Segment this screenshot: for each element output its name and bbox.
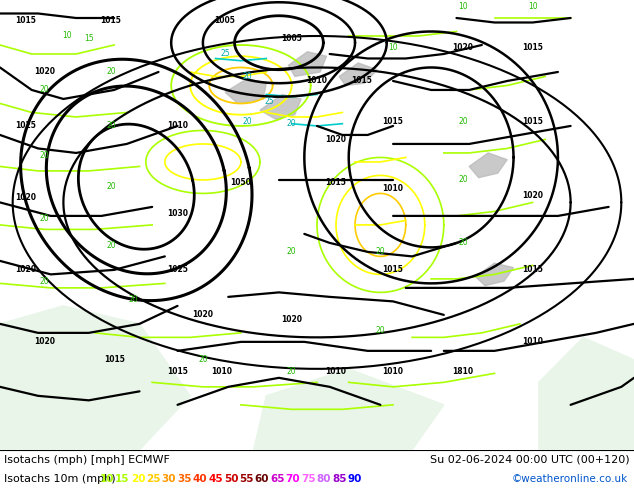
Text: 15: 15 xyxy=(84,34,94,43)
Polygon shape xyxy=(0,306,190,450)
Text: 20: 20 xyxy=(106,122,116,130)
Text: 1015: 1015 xyxy=(104,355,124,365)
Text: 20: 20 xyxy=(106,68,116,76)
Text: 1015: 1015 xyxy=(383,117,403,126)
Text: 20: 20 xyxy=(131,474,145,484)
Polygon shape xyxy=(260,95,301,119)
Text: 20: 20 xyxy=(39,85,49,95)
Text: 20: 20 xyxy=(128,294,138,304)
Text: 25: 25 xyxy=(146,474,161,484)
Text: 20: 20 xyxy=(458,175,468,184)
Text: 10: 10 xyxy=(61,31,72,41)
Text: 25: 25 xyxy=(220,49,230,58)
Text: 80: 80 xyxy=(317,474,331,484)
Text: 1015: 1015 xyxy=(383,266,403,274)
Text: 40: 40 xyxy=(193,474,207,484)
Polygon shape xyxy=(225,79,266,103)
Text: 1010: 1010 xyxy=(522,337,543,346)
Text: 30: 30 xyxy=(162,474,176,484)
Text: 20: 20 xyxy=(242,117,252,126)
Text: 10: 10 xyxy=(388,43,398,52)
Text: 10: 10 xyxy=(100,474,114,484)
Polygon shape xyxy=(254,369,444,450)
Text: 20: 20 xyxy=(287,247,297,256)
Text: 1010: 1010 xyxy=(211,367,233,376)
Text: 85: 85 xyxy=(332,474,347,484)
Text: 10: 10 xyxy=(458,2,468,11)
Text: 1010: 1010 xyxy=(382,184,404,194)
Text: 1015: 1015 xyxy=(522,43,543,52)
Text: 60: 60 xyxy=(255,474,269,484)
Text: 1020: 1020 xyxy=(452,43,474,52)
Text: 20: 20 xyxy=(106,241,116,249)
Text: 1020: 1020 xyxy=(522,191,543,200)
Text: 1015: 1015 xyxy=(101,16,121,24)
Text: 1020: 1020 xyxy=(192,310,214,319)
Text: 1015: 1015 xyxy=(522,266,543,274)
Text: 70: 70 xyxy=(286,474,301,484)
Text: 1005: 1005 xyxy=(215,16,235,24)
Text: 10: 10 xyxy=(527,2,538,11)
Text: 20: 20 xyxy=(39,277,49,286)
Text: 1020: 1020 xyxy=(15,194,36,202)
Text: 55: 55 xyxy=(239,474,254,484)
Text: 1025: 1025 xyxy=(167,266,188,274)
Text: 1015: 1015 xyxy=(326,178,346,187)
Text: 20: 20 xyxy=(39,151,49,160)
Polygon shape xyxy=(469,153,507,178)
Text: 75: 75 xyxy=(301,474,316,484)
Text: Su 02-06-2024 00:00 UTC (00+120): Su 02-06-2024 00:00 UTC (00+120) xyxy=(430,455,630,465)
Text: 20: 20 xyxy=(458,117,468,126)
Text: ©weatheronline.co.uk: ©weatheronline.co.uk xyxy=(512,474,628,484)
Text: 1020: 1020 xyxy=(281,315,302,324)
Text: 65: 65 xyxy=(270,474,285,484)
Text: 1010: 1010 xyxy=(325,367,347,376)
Text: 1025: 1025 xyxy=(15,122,36,130)
Text: 20: 20 xyxy=(375,247,385,256)
Text: 20: 20 xyxy=(242,72,252,81)
Text: 1050: 1050 xyxy=(231,178,251,187)
Text: 1010: 1010 xyxy=(167,122,188,130)
Text: 20: 20 xyxy=(375,326,385,335)
Text: 20: 20 xyxy=(458,239,468,247)
Polygon shape xyxy=(539,337,634,450)
Text: 1005: 1005 xyxy=(281,34,302,43)
Text: 20: 20 xyxy=(287,119,297,128)
Text: 1015: 1015 xyxy=(15,16,36,24)
Polygon shape xyxy=(339,63,377,85)
Text: 90: 90 xyxy=(348,474,362,484)
Text: 1015: 1015 xyxy=(351,76,372,85)
Text: 50: 50 xyxy=(224,474,238,484)
Text: 1020: 1020 xyxy=(34,337,55,346)
Text: 20: 20 xyxy=(287,367,297,376)
Text: 1810: 1810 xyxy=(452,367,474,376)
Text: 1015: 1015 xyxy=(522,117,543,126)
Text: 1020: 1020 xyxy=(15,266,36,274)
Text: 20: 20 xyxy=(198,355,208,365)
Text: Isotachs (mph) [mph] ECMWF: Isotachs (mph) [mph] ECMWF xyxy=(4,455,170,465)
Text: 15: 15 xyxy=(115,474,130,484)
Text: 1020: 1020 xyxy=(34,68,55,76)
Polygon shape xyxy=(476,263,514,286)
Text: Isotachs 10m (mph): Isotachs 10m (mph) xyxy=(4,474,115,484)
Text: 1010: 1010 xyxy=(306,76,328,85)
Text: 1010: 1010 xyxy=(382,367,404,376)
Text: 20: 20 xyxy=(39,214,49,222)
Text: 1020: 1020 xyxy=(325,135,347,144)
Text: 45: 45 xyxy=(208,474,223,484)
Text: 20: 20 xyxy=(106,182,116,191)
Text: 1030: 1030 xyxy=(167,209,188,218)
Text: 1015: 1015 xyxy=(167,367,188,376)
Text: 25: 25 xyxy=(264,97,275,106)
Text: 35: 35 xyxy=(178,474,191,484)
Polygon shape xyxy=(288,52,327,76)
